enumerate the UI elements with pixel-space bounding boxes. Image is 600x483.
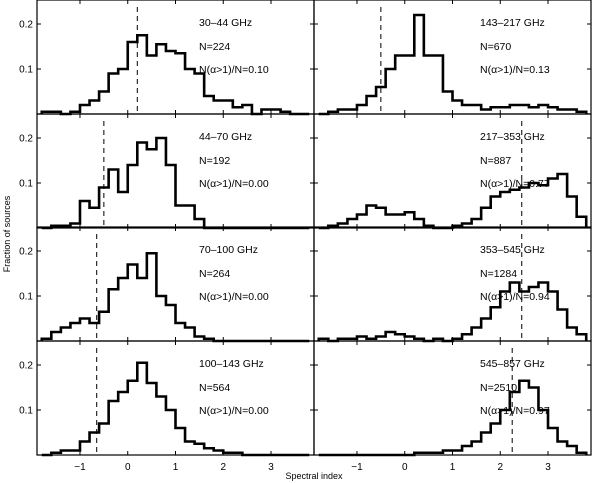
histogram-steps: [318, 172, 588, 230]
count-label: N=564: [199, 382, 230, 394]
band-label: 30–44 GHz: [199, 17, 252, 29]
fraction-label: N(α>1)/N=0.10: [199, 64, 269, 76]
panel-frame: [36, 340, 315, 456]
fraction-label: N(α>1)/N=0.97: [480, 405, 550, 417]
panel-frame: [313, 113, 592, 229]
fraction-label: N(α>1)/N=0.94: [480, 291, 550, 303]
panels-layer: 0.1 0.2 30–44 GHz N=224 N(α>1)/N=0.10 143–217…: [19, 0, 592, 473]
y-tick-label: 0.1: [19, 179, 33, 190]
histogram-steps: [41, 136, 310, 230]
fraction-label: N(α>1)/N=0.00: [199, 291, 269, 303]
count-label: N=224: [199, 41, 230, 53]
band-label: 44–70 GHz: [199, 131, 252, 143]
band-label: 70–100 GHz: [199, 244, 258, 256]
band-label: 353–545 GHz: [480, 244, 545, 256]
x-axis-label: Spectral index: [285, 471, 343, 481]
panel-1: 0.1 0.2 30–44 GHz N=224 N(α>1)/N=0.10: [19, 0, 315, 116]
x-tick-label: 0: [402, 462, 408, 473]
panel-2: 143–217 GHz N=670 N(α>1)/N=0.13: [313, 0, 592, 116]
panel-5: 0.1 0.2 70–100 GHz N=264 N(α>1)/N=0.00: [19, 226, 315, 343]
histogram-steps: [318, 13, 588, 116]
band-label: 545–857 GHz: [480, 358, 545, 370]
y-tick-label: 0.1: [19, 65, 33, 76]
x-tick-label: −1: [351, 462, 363, 473]
panel-frame: [36, 0, 315, 115]
y-tick-label: 0.1: [19, 292, 33, 303]
count-label: N=192: [199, 155, 230, 167]
histogram-steps: [317, 281, 588, 343]
y-tick-label: 0.2: [19, 361, 33, 372]
y-tick-label: 0.2: [19, 247, 33, 258]
x-tick-label: 1: [450, 462, 456, 473]
count-label: N=1284: [480, 268, 517, 280]
band-label: 143–217 GHz: [480, 17, 545, 29]
panel-8: −1 0 1 2 3 545–857 GHz N=2510 N(α>1)/N=0.97: [313, 340, 592, 473]
fraction-label: N(α>1)/N=0.00: [199, 405, 269, 417]
y-tick-label: 0.1: [19, 406, 33, 417]
y-tick-label: 0.2: [19, 20, 33, 31]
x-tick-label: 2: [220, 462, 226, 473]
count-label: N=264: [199, 268, 230, 280]
panel-frame: [313, 340, 592, 456]
panel-3: 0.1 0.2 44–70 GHz N=192 N(α>1)/N=0.00: [19, 113, 315, 230]
fraction-label: N(α>1)/N=0.00: [199, 178, 269, 190]
panel-7: −1 0 1 2 3 0.1 0.2 100–143 GHz N=564 N(α>1)/N=0.0…: [19, 340, 315, 473]
histogram-steps: [41, 361, 310, 457]
x-tick-label: 0: [125, 462, 131, 473]
panel-frame: [313, 226, 592, 342]
histogram-steps: [318, 379, 588, 457]
y-axis-label: Fraction of sources: [2, 195, 12, 272]
x-tick-label: −1: [74, 462, 86, 473]
x-tick-label: 3: [545, 462, 551, 473]
count-label: N=670: [480, 41, 511, 53]
panel-6: 353–545 GHz N=1284 N(α>1)/N=0.94: [313, 226, 592, 343]
panel-4: 217–353 GHz N=887 N(α>1)/N=0.77: [313, 113, 592, 230]
fraction-label: N(α>1)/N=0.77: [480, 178, 550, 190]
y-tick-label: 0.2: [19, 134, 33, 145]
count-label: N=887: [480, 155, 511, 167]
x-tick-label: 2: [497, 462, 503, 473]
fraction-label: N(α>1)/N=0.13: [480, 64, 550, 76]
count-label: N=2510: [480, 382, 517, 394]
histogram-steps: [40, 251, 310, 343]
x-tick-label: 3: [268, 462, 274, 473]
band-label: 217–353 GHz: [480, 131, 545, 143]
histogram-steps: [40, 33, 310, 116]
x-tick-label: 1: [173, 462, 179, 473]
band-label: 100–143 GHz: [199, 358, 264, 370]
